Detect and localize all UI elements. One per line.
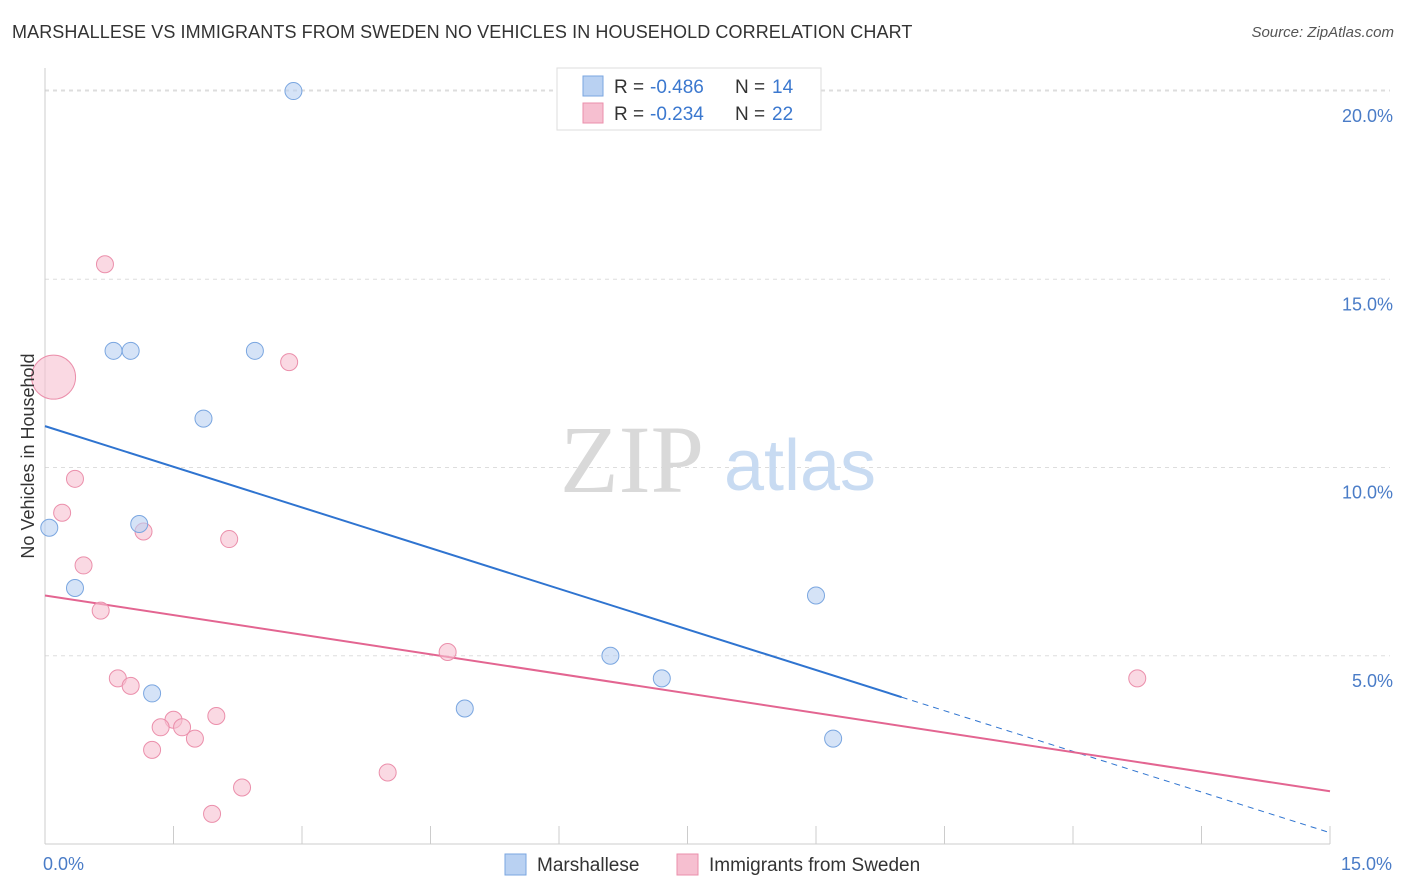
data-points [31, 82, 1147, 823]
trend-lines [44, 425, 1331, 834]
data-point-marshallese [807, 586, 825, 605]
legend-r-label: R = [614, 104, 644, 125]
data-point-marshallese [455, 699, 474, 718]
data-point-immigrants-sweden [121, 676, 140, 695]
data-point-immigrants-sweden [203, 804, 222, 823]
series-legend-swatch-immigrants-sweden [676, 853, 699, 876]
data-point-immigrants-sweden [233, 778, 252, 797]
legend-n-label: N = [735, 104, 765, 125]
data-point-marshallese [143, 684, 162, 703]
trend-line-immigrants-sweden [44, 594, 1331, 793]
y-tick-label: 10.0% [1342, 483, 1393, 503]
data-point-marshallese [121, 341, 140, 360]
data-point-marshallese [284, 82, 303, 101]
legend-r-value: -0.486 [650, 77, 704, 98]
axes [44, 68, 1331, 845]
data-point-marshallese [601, 646, 620, 665]
data-point-marshallese [824, 729, 843, 748]
data-point-immigrants-sweden [438, 643, 457, 661]
data-point-immigrants-sweden [143, 740, 162, 759]
data-point-immigrants-sweden [65, 469, 84, 488]
legend-r-label: R = [614, 77, 644, 98]
data-point-marshallese [104, 341, 123, 360]
series-legend-swatch-marshallese [504, 853, 527, 876]
data-point-immigrants-sweden [91, 601, 110, 620]
data-point-marshallese [65, 579, 84, 597]
data-point-immigrants-sweden [378, 763, 397, 782]
legend-r-value: -0.234 [650, 104, 704, 125]
data-point-immigrants-sweden [185, 729, 204, 748]
data-point-immigrants-sweden [207, 707, 226, 725]
trend-line-marshallese [44, 425, 902, 699]
chart-title: MARSHALLESE VS IMMIGRANTS FROM SWEDEN NO… [12, 22, 913, 42]
x-tick-label: 15.0% [1341, 854, 1392, 874]
x-tick-label: 0.0% [43, 854, 84, 874]
data-point-immigrants-sweden [280, 353, 299, 372]
data-point-immigrants-sweden [53, 503, 72, 522]
legend-n-value: 14 [772, 77, 794, 98]
series-legend-marshallese: Marshallese [537, 855, 639, 876]
zipatlas-watermark: ZIP atlas [560, 406, 876, 513]
data-point-marshallese [245, 341, 264, 360]
data-point-immigrants-sweden [220, 530, 239, 549]
watermark-zip: ZIP [560, 406, 704, 513]
grid-lines [45, 89, 1390, 657]
legend-swatch-immigrants-sweden [582, 102, 604, 124]
data-point-immigrants-sweden [95, 255, 114, 274]
data-point-marshallese [652, 669, 671, 688]
data-point-marshallese [40, 518, 59, 537]
y-tick-label: 15.0% [1342, 294, 1393, 314]
legend-swatch-marshallese [582, 75, 604, 97]
data-point-immigrants-sweden [173, 718, 192, 737]
legend-n-label: N = [735, 77, 765, 98]
y-tick-label: 20.0% [1342, 106, 1393, 126]
watermark-atlas: atlas [724, 426, 876, 506]
chart-source: Source: ZipAtlas.com [1251, 24, 1394, 41]
y-axis-label: No Vehicles in Household [18, 353, 38, 558]
tick-labels: 5.0% 10.0% 15.0% 20.0% 0.0% 15.0% [43, 106, 1393, 874]
data-point-immigrants-sweden [31, 354, 77, 400]
data-point-immigrants-sweden [1128, 669, 1147, 688]
data-point-marshallese [130, 515, 149, 533]
data-point-immigrants-sweden [151, 718, 170, 737]
y-tick-label: 5.0% [1352, 671, 1393, 691]
series-legend-immigrants-sweden: Immigrants from Sweden [709, 855, 920, 876]
series-legend: Marshallese Immigrants from Sweden [504, 853, 920, 876]
legend-n-value: 22 [772, 104, 793, 125]
trend-line-marshallese-extension [901, 696, 1331, 834]
data-point-marshallese [194, 409, 213, 428]
data-point-immigrants-sweden [74, 556, 93, 575]
correlation-legend: R = -0.486 N = 14 R = -0.234 N = 22 [556, 67, 822, 131]
